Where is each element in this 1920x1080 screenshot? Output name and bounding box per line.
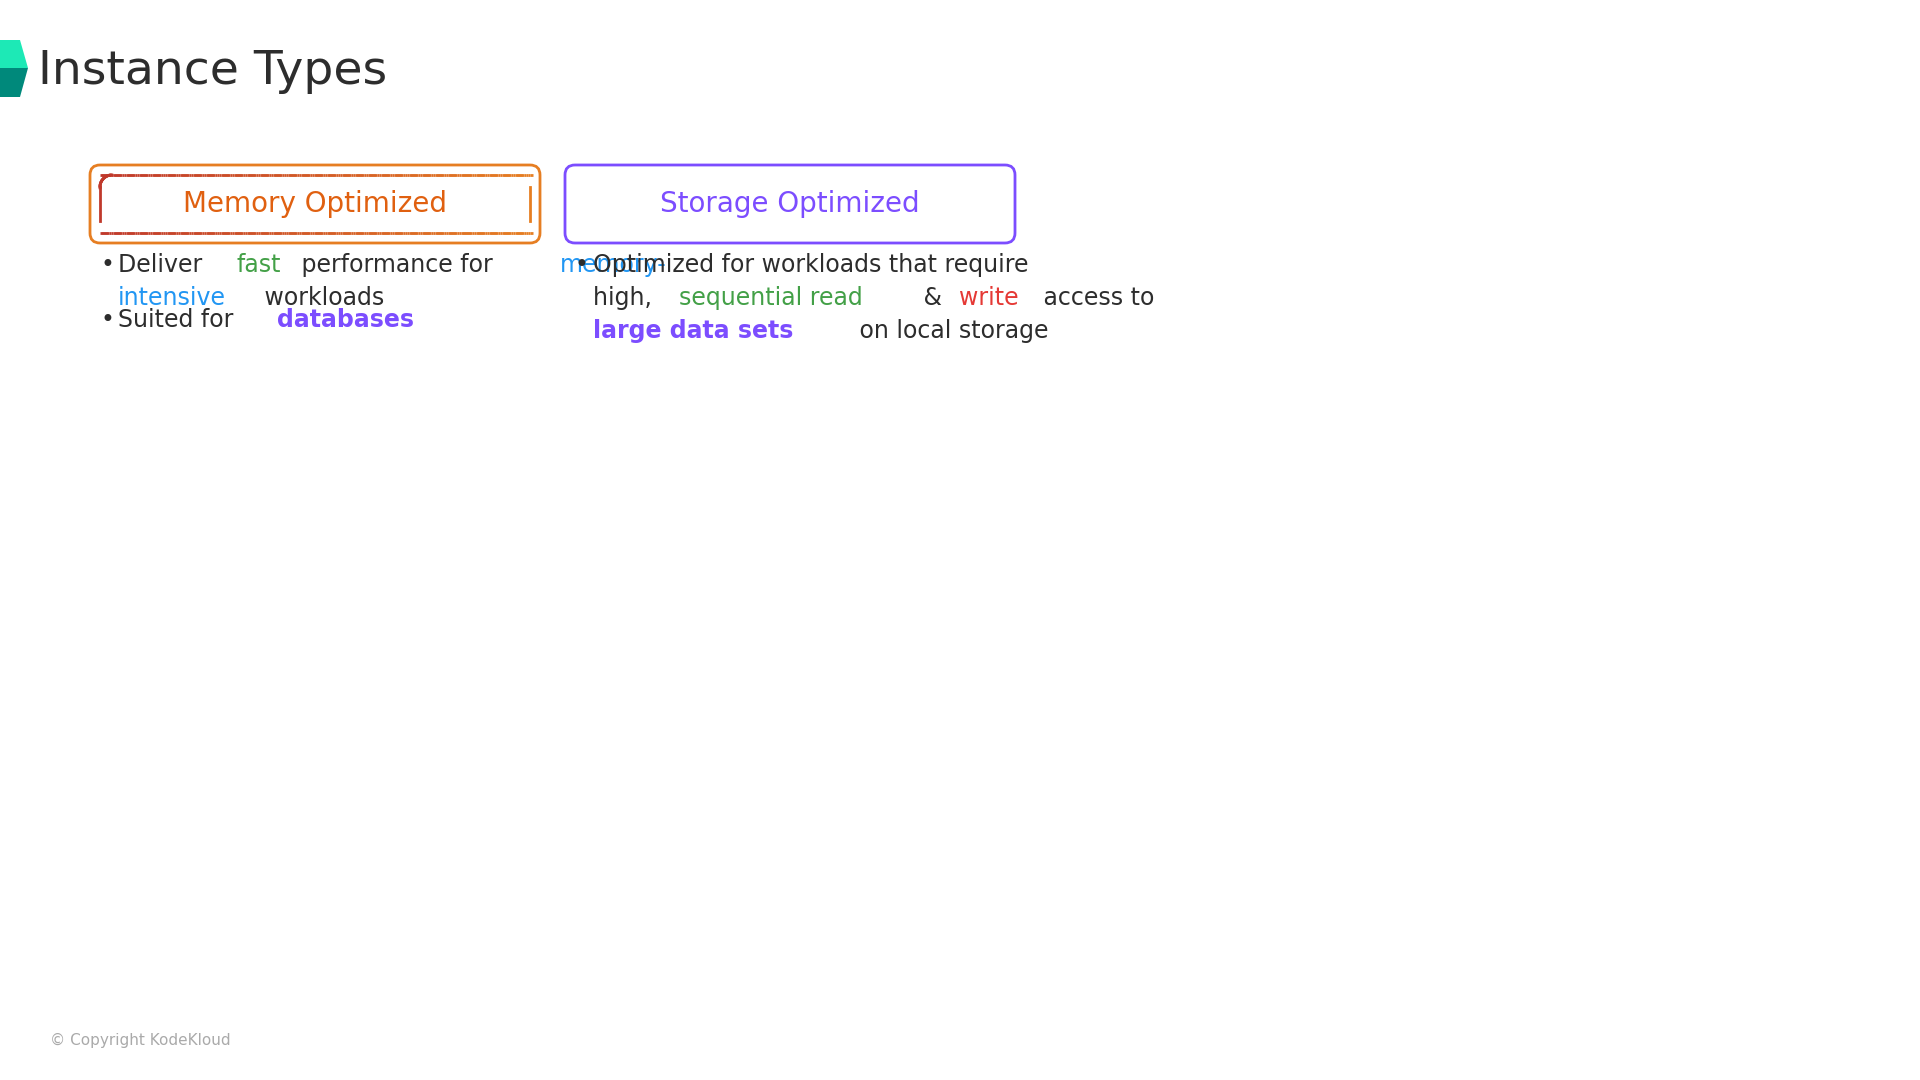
Text: access to: access to [1037, 286, 1154, 310]
Text: Optimized for workloads that require: Optimized for workloads that require [593, 253, 1029, 276]
Text: •: • [574, 253, 589, 276]
Polygon shape [0, 68, 29, 97]
Text: sequential read: sequential read [678, 286, 862, 310]
Text: •: • [100, 253, 113, 276]
Text: on local storage: on local storage [852, 319, 1048, 343]
Text: memory-: memory- [561, 253, 666, 276]
Text: large data sets: large data sets [593, 319, 793, 343]
Text: write: write [958, 286, 1020, 310]
Text: © Copyright KodeKloud: © Copyright KodeKloud [50, 1032, 230, 1048]
Text: fast: fast [236, 253, 280, 276]
Text: Instance Types: Instance Types [38, 50, 388, 94]
Text: &: & [916, 286, 948, 310]
Text: Deliver: Deliver [117, 253, 209, 276]
Text: intensive: intensive [117, 286, 227, 310]
Text: high,: high, [593, 286, 659, 310]
Text: •: • [100, 308, 113, 332]
Text: databases: databases [276, 308, 413, 332]
Text: Storage Optimized: Storage Optimized [660, 190, 920, 218]
Text: Memory Optimized: Memory Optimized [182, 190, 447, 218]
Text: performance for: performance for [294, 253, 499, 276]
Text: workloads: workloads [257, 286, 384, 310]
Polygon shape [0, 40, 29, 68]
Text: Suited for: Suited for [117, 308, 240, 332]
